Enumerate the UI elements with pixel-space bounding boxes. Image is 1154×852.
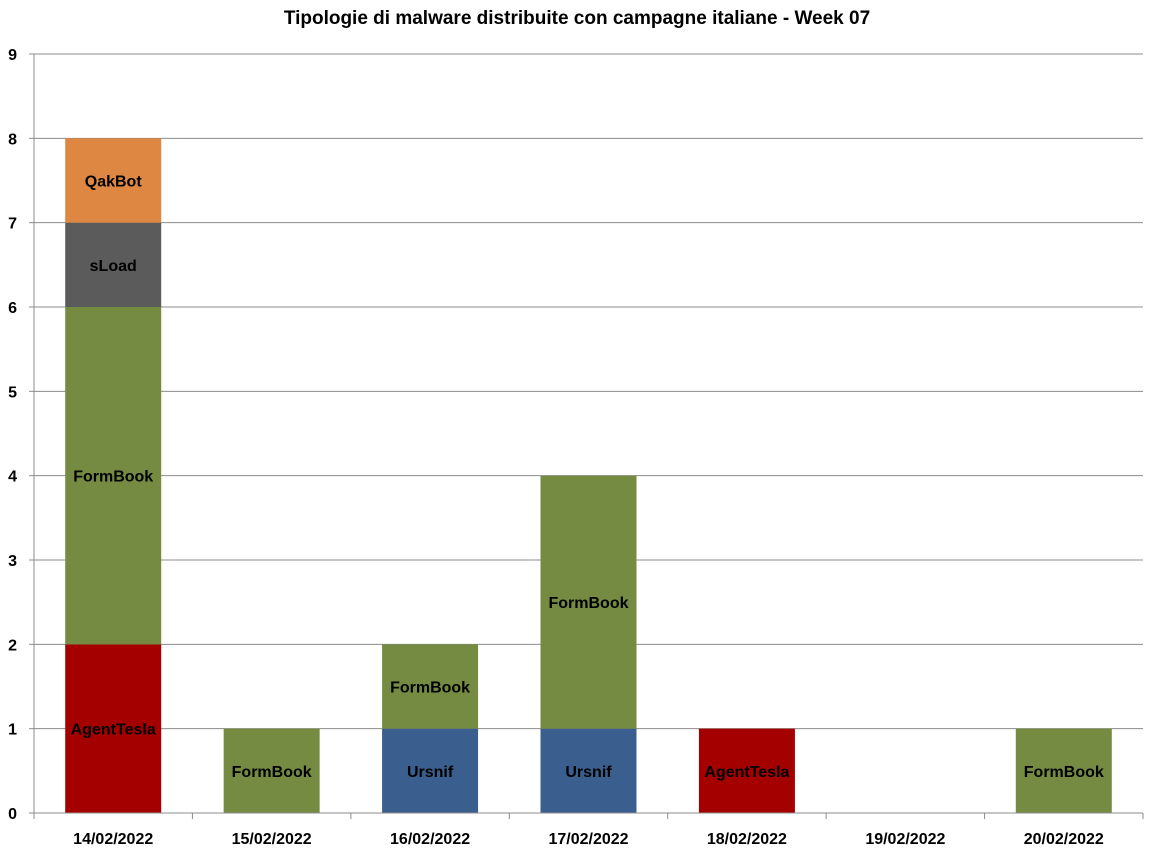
bar-segment-label: AgentTesla — [704, 764, 789, 781]
bar-segment — [65, 222, 162, 307]
y-tick-label: 2 — [8, 637, 17, 654]
x-tick-label: 16/02/2022 — [390, 831, 470, 848]
x-tick-label: 17/02/2022 — [548, 831, 628, 848]
bar-segment — [65, 138, 162, 223]
x-tick-label: 18/02/2022 — [707, 831, 787, 848]
y-tick-label: 6 — [8, 300, 17, 317]
bar-segment — [223, 728, 320, 813]
y-tick-label: 4 — [8, 469, 17, 486]
bar-segment — [382, 644, 479, 729]
y-tick-label: 5 — [8, 384, 17, 401]
bar-segment-label: FormBook — [232, 764, 312, 781]
x-tick-labels: 14/02/2022 15/02/2022 16/02/2022 17/02/2022… — [73, 831, 1104, 848]
bar-segment — [65, 644, 162, 813]
bar-segment — [698, 728, 795, 813]
bar-segment-label: sLoad — [90, 258, 137, 275]
chart-title: Tipologie di malware distribuite con cam… — [283, 8, 871, 29]
x-tick-label: 15/02/2022 — [232, 831, 312, 848]
y-tick-label: 8 — [8, 131, 17, 148]
bar-segment — [382, 728, 479, 813]
bar-segment-label: Ursnif — [407, 764, 454, 781]
y-tick-label: 1 — [8, 722, 17, 739]
bar-segment — [1015, 728, 1112, 813]
bar-segment-label: QakBot — [85, 174, 143, 191]
bar-segment — [540, 728, 637, 813]
bar-segment-label: FormBook — [73, 469, 153, 486]
y-tick-label: 7 — [8, 216, 17, 233]
y-tick-label: 9 — [8, 47, 17, 64]
y-tick-label: 0 — [8, 806, 17, 823]
bar-segment-label: FormBook — [390, 680, 470, 697]
bar-segment — [540, 475, 637, 729]
axes — [29, 53, 1144, 819]
x-tick-label: 19/02/2022 — [865, 831, 945, 848]
bar-segment-label: AgentTesla — [71, 722, 156, 739]
bar-segment — [65, 307, 162, 645]
x-tick-label: 14/02/2022 — [73, 831, 153, 848]
bars: AgentTesla FormBook sLoad QakBot FormBook Urs… — [65, 138, 1112, 813]
bar-segment-label: FormBook — [549, 595, 629, 612]
x-tick-label: 20/02/2022 — [1024, 831, 1104, 848]
bar-segment-label: Ursnif — [565, 764, 612, 781]
y-tick-label: 3 — [8, 553, 17, 570]
y-tick-labels: 0 1 2 3 4 5 6 7 8 9 — [8, 47, 17, 823]
bar-segment-label: FormBook — [1024, 764, 1104, 781]
